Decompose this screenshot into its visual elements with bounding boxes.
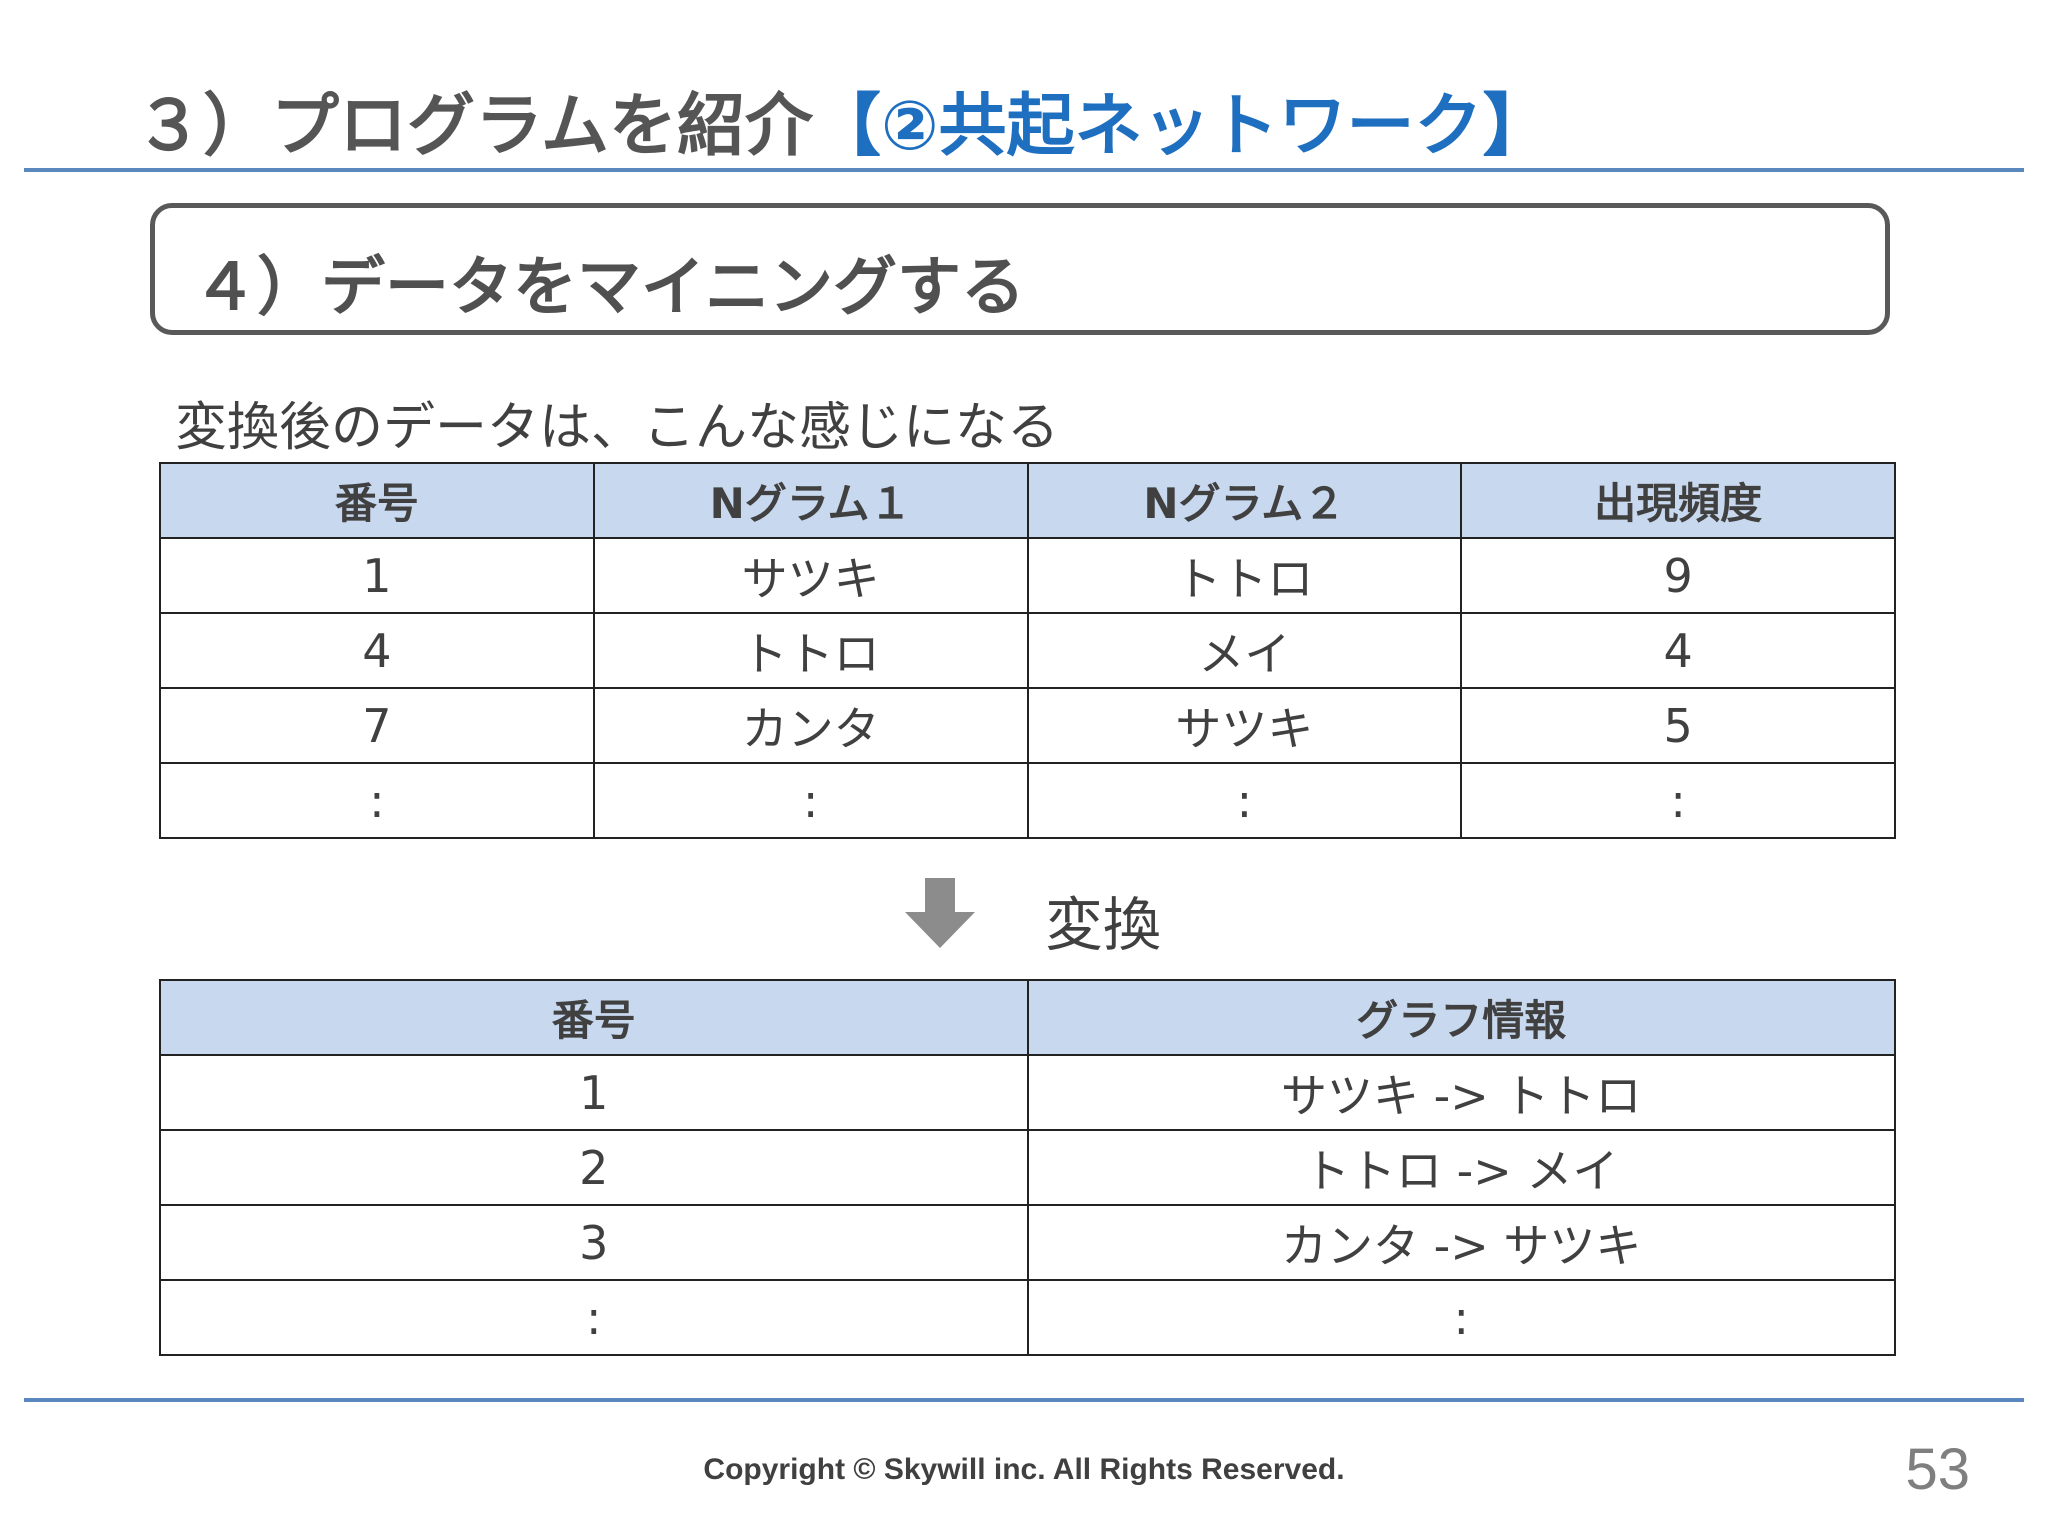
slide-title: ３）プログラムを紹介【②共起ネットワーク】: [135, 70, 1551, 169]
cell-ngram1: :: [592, 762, 1029, 839]
section-heading-box: ４）データをマイニングする: [150, 203, 1890, 335]
cell-number: :: [159, 1279, 1029, 1356]
column-header-frequency: 出現頻度: [1460, 462, 1896, 539]
column-header-number: 番号: [159, 462, 595, 539]
ngram-table: 番号 Nグラム１ Nグラム２ 出現頻度 1 サツキ トトロ 9 4 トトロ メイ…: [159, 462, 1896, 839]
table-row: : : : :: [159, 762, 1896, 839]
cell-frequency: 5: [1460, 687, 1896, 764]
cell-frequency: 4: [1460, 612, 1896, 689]
top-divider: [24, 168, 2024, 172]
cell-graph-info: カンタ -> サツキ: [1026, 1204, 1896, 1281]
table-row: 3 カンタ -> サツキ: [159, 1204, 1896, 1281]
cell-graph-info: サツキ -> トトロ: [1026, 1054, 1896, 1131]
table-row: 1 サツキ -> トトロ: [159, 1054, 1896, 1131]
bottom-divider: [24, 1398, 2024, 1402]
convert-indicator: 変換: [905, 878, 1225, 959]
table-row: 2 トトロ -> メイ: [159, 1129, 1896, 1206]
cell-number: 1: [159, 537, 595, 614]
graph-table: 番号 グラフ情報 1 サツキ -> トトロ 2 トトロ -> メイ 3 カンタ …: [159, 979, 1896, 1356]
cell-ngram1: トトロ: [592, 612, 1029, 689]
column-header-ngram1: Nグラム１: [592, 462, 1029, 539]
convert-label: 変換: [1045, 891, 1162, 959]
table-row: 1 サツキ トトロ 9: [159, 537, 1896, 614]
table-header-row: 番号 Nグラム１ Nグラム２ 出現頻度: [159, 462, 1896, 539]
table-row: : :: [159, 1279, 1896, 1356]
down-arrow-icon: [905, 878, 975, 948]
column-header-ngram2: Nグラム２: [1026, 462, 1463, 539]
cell-ngram1: サツキ: [592, 537, 1029, 614]
table-row: 4 トトロ メイ 4: [159, 612, 1896, 689]
slide-title-accent: 【②共起ネットワーク】: [812, 87, 1551, 166]
cell-number: :: [159, 762, 595, 839]
cell-frequency: 9: [1460, 537, 1896, 614]
cell-graph-info: :: [1026, 1279, 1896, 1356]
cell-ngram2: :: [1026, 762, 1463, 839]
cell-frequency: :: [1460, 762, 1896, 839]
cell-number: 3: [159, 1204, 1029, 1281]
cell-number: 7: [159, 687, 595, 764]
cell-ngram2: メイ: [1026, 612, 1463, 689]
cell-ngram2: サツキ: [1026, 687, 1463, 764]
column-header-number: 番号: [159, 979, 1029, 1056]
slide-title-main: ３）プログラムを紹介: [135, 87, 813, 166]
cell-ngram1: カンタ: [592, 687, 1029, 764]
copyright-text: Copyright © Skywill inc. All Rights Rese…: [703, 1453, 1345, 1486]
column-header-graph-info: グラフ情報: [1026, 979, 1896, 1056]
intro-text: 変換後のデータは、こんな感じになる: [175, 398, 1060, 458]
table-header-row: 番号 グラフ情報: [159, 979, 1896, 1056]
cell-number: 2: [159, 1129, 1029, 1206]
page-number: 53: [1905, 1437, 1970, 1502]
cell-number: 4: [159, 612, 595, 689]
section-heading: ４）データをマイニングする: [193, 251, 1025, 325]
cell-number: 1: [159, 1054, 1029, 1131]
table-row: 7 カンタ サツキ 5: [159, 687, 1896, 764]
cell-ngram2: トトロ: [1026, 537, 1463, 614]
cell-graph-info: トトロ -> メイ: [1026, 1129, 1896, 1206]
